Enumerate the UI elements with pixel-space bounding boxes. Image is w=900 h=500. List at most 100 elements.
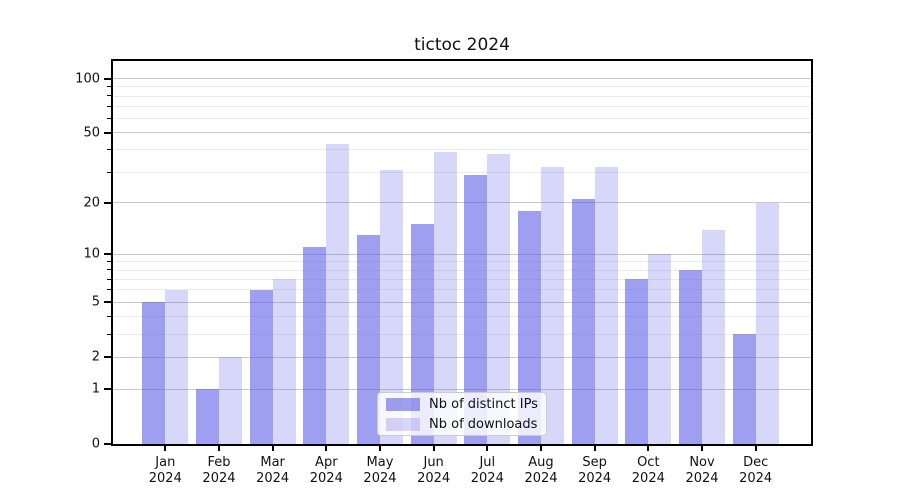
x-tick-label-apr: Apr 2024 [309, 455, 343, 486]
minor-gridline [113, 278, 811, 280]
y-tick-label: 1 [91, 381, 100, 397]
bar-nb-of-downloads-dec [755, 202, 779, 444]
legend-item-nb-of-distinct-ips: Nb of distinct IPs [386, 396, 538, 413]
x-tick-mark [647, 444, 650, 451]
y-minor-tick-mark [107, 105, 111, 107]
y-tick-label: 100 [75, 71, 100, 86]
x-tick-mark [701, 444, 703, 451]
y-minor-tick-mark [107, 117, 111, 119]
bar-nb-of-distinct-ips-jun [410, 224, 434, 444]
bar-nb-of-downloads-may [379, 169, 403, 444]
y-tick-mark [104, 253, 111, 256]
y-tick-mark [104, 443, 111, 445]
bar-nb-of-distinct-ips-feb [195, 389, 219, 444]
x-tick-label-jul: Jul 2024 [470, 455, 504, 486]
y-tick-label: 0 [91, 436, 100, 452]
y-tick-label: 10 [83, 246, 100, 262]
bar-nb-of-distinct-ips-oct [625, 279, 649, 444]
bar-nb-of-distinct-ips-dec [732, 334, 756, 444]
y-minor-tick-mark [107, 269, 111, 271]
bar-nb-of-downloads-mar [272, 279, 296, 444]
bar-nb-of-downloads-feb [218, 357, 242, 444]
bar-nb-of-distinct-ips-sep [571, 199, 595, 444]
minor-gridline [113, 171, 811, 173]
minor-gridline [113, 86, 811, 88]
x-tick-mark [432, 444, 435, 451]
y-tick-label: 20 [83, 195, 100, 211]
minor-gridline [113, 149, 811, 151]
legend-item-nb-of-downloads: Nb of downloads [386, 416, 538, 433]
minor-gridline [113, 261, 811, 263]
minor-gridline [113, 289, 811, 291]
bar-nb-of-distinct-ips-jan [142, 302, 166, 444]
legend-swatch-nb-of-distinct-ips [386, 397, 420, 411]
y-minor-tick-mark [107, 316, 111, 318]
bar-nb-of-distinct-ips-nov [679, 270, 702, 444]
y-tick-mark [104, 131, 111, 134]
y-minor-tick-mark [107, 333, 111, 335]
bar-nb-of-distinct-ips-jul [464, 174, 488, 444]
bar-nb-of-downloads-jul [487, 153, 511, 444]
y-tick-label: 2 [91, 349, 100, 365]
y-minor-tick-mark [107, 261, 111, 263]
x-tick-mark [539, 444, 542, 451]
x-tick-mark [164, 444, 167, 451]
x-tick-label-dec: Dec 2024 [739, 455, 773, 486]
legend-swatch-nb-of-downloads [386, 417, 420, 431]
bar-nb-of-distinct-ips-apr [303, 247, 327, 444]
major-gridline [113, 388, 811, 390]
bar-nb-of-distinct-ips-may [356, 235, 380, 444]
x-tick-mark [486, 444, 489, 451]
minor-gridline [113, 316, 811, 318]
x-tick-label-jun: Jun 2024 [417, 455, 451, 486]
bar-nb-of-downloads-nov [702, 229, 725, 444]
major-gridline [113, 301, 811, 303]
chart-title: tictoc 2024 [414, 35, 510, 55]
y-tick-label: 50 [83, 125, 100, 141]
minor-gridline [113, 333, 811, 335]
minor-gridline [113, 269, 811, 271]
bar-nb-of-downloads-oct [648, 254, 672, 444]
y-minor-tick-mark [107, 95, 111, 97]
y-tick-mark [104, 355, 111, 358]
x-tick-mark [593, 444, 596, 451]
major-gridline [113, 356, 811, 358]
x-tick-label-may: May 2024 [363, 455, 397, 486]
bar-nb-of-downloads-aug [540, 167, 564, 444]
y-minor-tick-mark [107, 289, 111, 291]
bar-nb-of-downloads-sep [594, 167, 618, 444]
x-tick-label-jan: Jan 2024 [148, 455, 182, 486]
x-tick-mark [754, 444, 757, 451]
x-tick-label-nov: Nov 2024 [685, 455, 719, 486]
y-minor-tick-mark [107, 149, 111, 151]
y-tick-label: 5 [91, 294, 100, 310]
x-tick-mark [217, 444, 220, 451]
x-tick-mark [325, 444, 328, 451]
x-tick-label-mar: Mar 2024 [256, 455, 290, 486]
major-gridline [113, 78, 811, 80]
y-tick-mark [104, 201, 111, 204]
minor-gridline [113, 95, 811, 97]
plot-area: Nb of distinct IPs Nb of downloads 0 1 2 5 10… [75, 59, 813, 486]
y-tick-mark [104, 388, 111, 391]
x-tick-mark [271, 444, 274, 451]
bar-nb-of-downloads-apr [326, 144, 350, 444]
bar-nb-of-downloads-jan [165, 289, 189, 444]
legend-label-nb-of-downloads: Nb of downloads [429, 416, 538, 432]
y-minor-tick-mark [107, 86, 111, 88]
legend: Nb of distinct IPs Nb of downloads [377, 392, 547, 436]
x-tick-label-aug: Aug 2024 [524, 455, 558, 486]
legend-label-nb-of-distinct-ips: Nb of distinct IPs [429, 396, 538, 412]
y-minor-tick-mark [107, 171, 111, 173]
x-tick-label-sep: Sep 2024 [578, 455, 612, 486]
major-gridline [113, 202, 811, 204]
x-tick-label-oct: Oct 2024 [631, 455, 665, 486]
y-minor-tick-mark [107, 278, 111, 280]
x-tick-label-feb: Feb 2024 [202, 455, 236, 486]
minor-gridline [113, 105, 811, 107]
major-gridline [113, 253, 811, 255]
major-gridline [113, 132, 811, 134]
bar-nb-of-distinct-ips-aug [517, 210, 541, 444]
bar-nb-of-downloads-jun [433, 151, 457, 444]
